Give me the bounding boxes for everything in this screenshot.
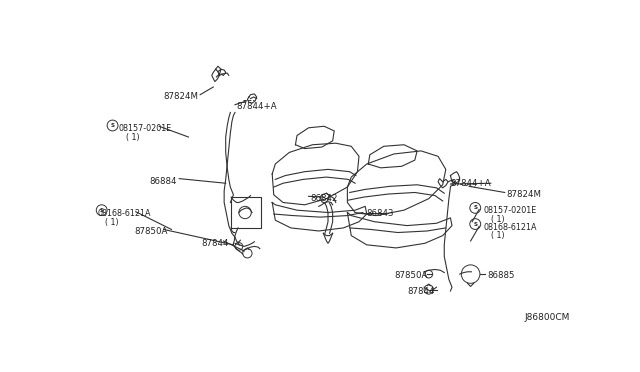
Text: J86800CM: J86800CM: [525, 312, 570, 322]
Text: ( 1): ( 1): [491, 215, 504, 224]
Text: ( 1): ( 1): [491, 231, 504, 240]
Text: 87844: 87844: [407, 287, 435, 296]
Text: 08157-0201E: 08157-0201E: [483, 206, 536, 215]
Text: S: S: [100, 208, 104, 213]
Text: 87844: 87844: [202, 239, 229, 248]
Text: 87844+A: 87844+A: [451, 179, 491, 188]
Text: 08168-6121A: 08168-6121A: [483, 222, 536, 231]
Text: 87850A: 87850A: [395, 271, 428, 280]
Text: 87844+A: 87844+A: [237, 102, 277, 111]
Text: 86884: 86884: [150, 177, 177, 186]
Text: 87824M: 87824M: [506, 190, 541, 199]
Text: ( 1): ( 1): [105, 218, 118, 227]
Text: 86842: 86842: [310, 194, 338, 203]
Text: 86843: 86843: [367, 209, 394, 218]
Text: ( 1): ( 1): [127, 133, 140, 142]
Text: 86885: 86885: [488, 271, 515, 280]
Text: 08168-6121A: 08168-6121A: [97, 209, 150, 218]
Text: S: S: [473, 222, 477, 227]
Text: 87850A: 87850A: [134, 227, 168, 236]
Text: S: S: [473, 205, 477, 211]
Bar: [231, 197, 260, 228]
Text: 87824M: 87824M: [164, 92, 198, 102]
Text: 08157-0201E: 08157-0201E: [119, 124, 172, 133]
Text: S: S: [111, 123, 115, 128]
